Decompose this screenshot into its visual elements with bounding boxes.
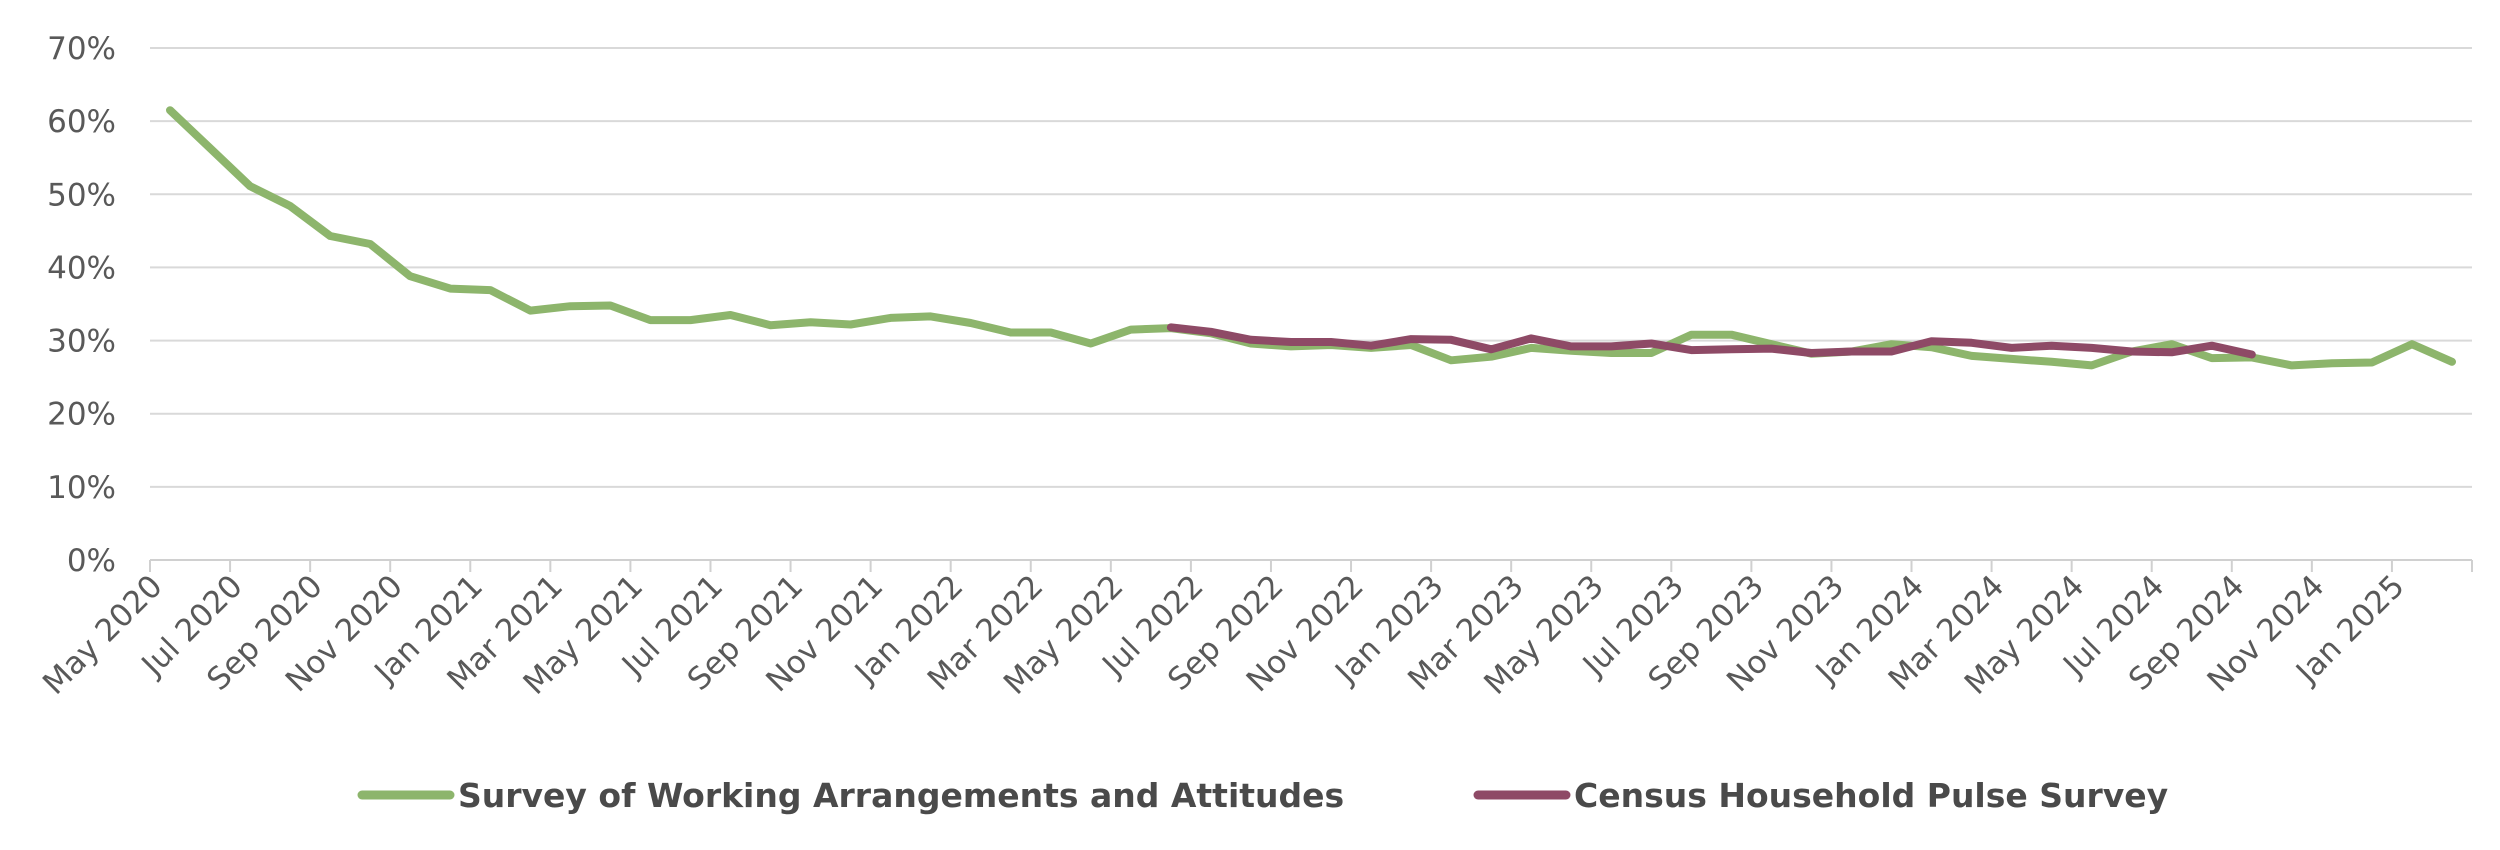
data-point [850, 323, 852, 325]
data-point [1450, 339, 1452, 341]
y-tick-label: 30% [47, 324, 116, 360]
legend-label-1: Census Household Pulse Survey [1574, 776, 2168, 815]
data-point [2091, 347, 2093, 349]
data-point [2211, 345, 2213, 347]
data-point [1690, 334, 1692, 336]
legend-label-0: Survey of Working Arrangements and Attit… [458, 776, 1344, 815]
data-point [1490, 356, 1492, 358]
data-point [569, 305, 571, 307]
gridlines [150, 47, 2472, 488]
data-point [1570, 350, 1572, 352]
data-point [249, 185, 251, 187]
data-point [409, 275, 411, 277]
data-point [1891, 351, 1892, 353]
data-point [1610, 345, 1612, 347]
data-point [1891, 343, 1892, 345]
data-point [1971, 342, 1973, 344]
data-point [730, 314, 731, 316]
data-point [649, 319, 651, 321]
data-point [1490, 348, 1492, 350]
data-point [1450, 359, 1452, 361]
data-point [1290, 341, 1292, 343]
data-point [1931, 340, 1933, 342]
data-point [2251, 353, 2253, 355]
data-point [2051, 345, 2053, 347]
data-point [1971, 355, 1973, 357]
data-point [1410, 344, 1412, 346]
data-point [369, 243, 371, 245]
data-point [2371, 362, 2373, 364]
data-point [2291, 364, 2293, 366]
data-point [1690, 349, 1692, 351]
data-point [2451, 361, 2453, 363]
data-point [1330, 341, 1332, 343]
data-point [2171, 343, 2173, 345]
y-tick-label: 60% [47, 104, 116, 140]
data-point [1170, 326, 1172, 328]
y-tick-label: 10% [47, 470, 116, 506]
data-point [1730, 334, 1732, 336]
data-point [1210, 331, 1212, 333]
data-point [2211, 357, 2213, 359]
data-point [529, 310, 531, 312]
x-tick-label: May 2020 [36, 568, 170, 702]
data-point [1850, 351, 1852, 353]
series-lines [166, 106, 2456, 370]
data-point [209, 147, 211, 149]
data-point [1050, 332, 1052, 334]
x-axis [149, 559, 2473, 572]
data-point [2411, 343, 2413, 345]
data-point [1290, 345, 1292, 347]
data-point [2131, 351, 2133, 353]
data-point [1810, 352, 1812, 354]
data-point [1650, 352, 1652, 354]
data-point [1530, 337, 1532, 339]
data-point [1931, 346, 1933, 348]
series-line-0 [166, 106, 2456, 370]
data-point [1090, 342, 1092, 344]
data-point [1410, 338, 1412, 340]
data-point [2091, 364, 2093, 366]
data-point [1130, 329, 1132, 331]
data-point [1570, 345, 1572, 347]
data-point [930, 315, 932, 317]
data-point [609, 304, 611, 306]
data-point [1370, 345, 1372, 347]
data-point [2011, 347, 2013, 349]
y-tick-label: 40% [47, 250, 116, 286]
data-point [890, 317, 892, 319]
data-point [289, 205, 291, 207]
legend: Survey of Working Arrangements and Attit… [357, 776, 2168, 815]
data-point [1730, 348, 1732, 350]
data-point [489, 289, 491, 291]
data-point [810, 321, 812, 323]
data-point [1610, 352, 1612, 354]
data-point [2011, 358, 2013, 360]
data-point [1010, 332, 1012, 334]
data-point [1770, 343, 1772, 345]
data-point [1250, 339, 1252, 341]
data-point [449, 288, 451, 290]
y-tick-label: 70% [47, 31, 116, 67]
data-point [329, 235, 331, 237]
data-point [1770, 348, 1772, 350]
y-tick-label: 20% [47, 397, 116, 433]
data-point [2051, 361, 2053, 363]
data-point [770, 324, 772, 326]
y-axis-tick-labels: 0% 10% 20% 30% 40% 50% 60% 70% [47, 31, 116, 579]
data-point [689, 319, 691, 321]
series-line-1 [1166, 323, 2256, 359]
data-point [1650, 342, 1652, 344]
data-point [2331, 362, 2333, 364]
data-point [1530, 347, 1532, 349]
data-point [2171, 351, 2173, 353]
data-point [970, 322, 972, 324]
y-tick-label: 0% [67, 543, 116, 579]
data-point [169, 109, 171, 111]
y-tick-label: 50% [47, 177, 116, 213]
